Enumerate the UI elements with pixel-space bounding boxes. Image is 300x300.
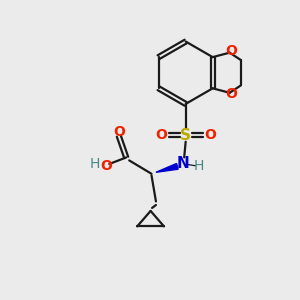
- Text: S: S: [180, 128, 191, 142]
- Text: H: H: [194, 159, 204, 173]
- Text: H: H: [90, 157, 101, 171]
- Text: O: O: [225, 87, 237, 101]
- Text: N: N: [176, 156, 189, 171]
- Text: O: O: [225, 44, 237, 58]
- Polygon shape: [156, 164, 178, 172]
- Text: O: O: [155, 128, 167, 142]
- Text: O: O: [100, 159, 112, 173]
- Text: O: O: [113, 125, 125, 140]
- Text: O: O: [205, 128, 217, 142]
